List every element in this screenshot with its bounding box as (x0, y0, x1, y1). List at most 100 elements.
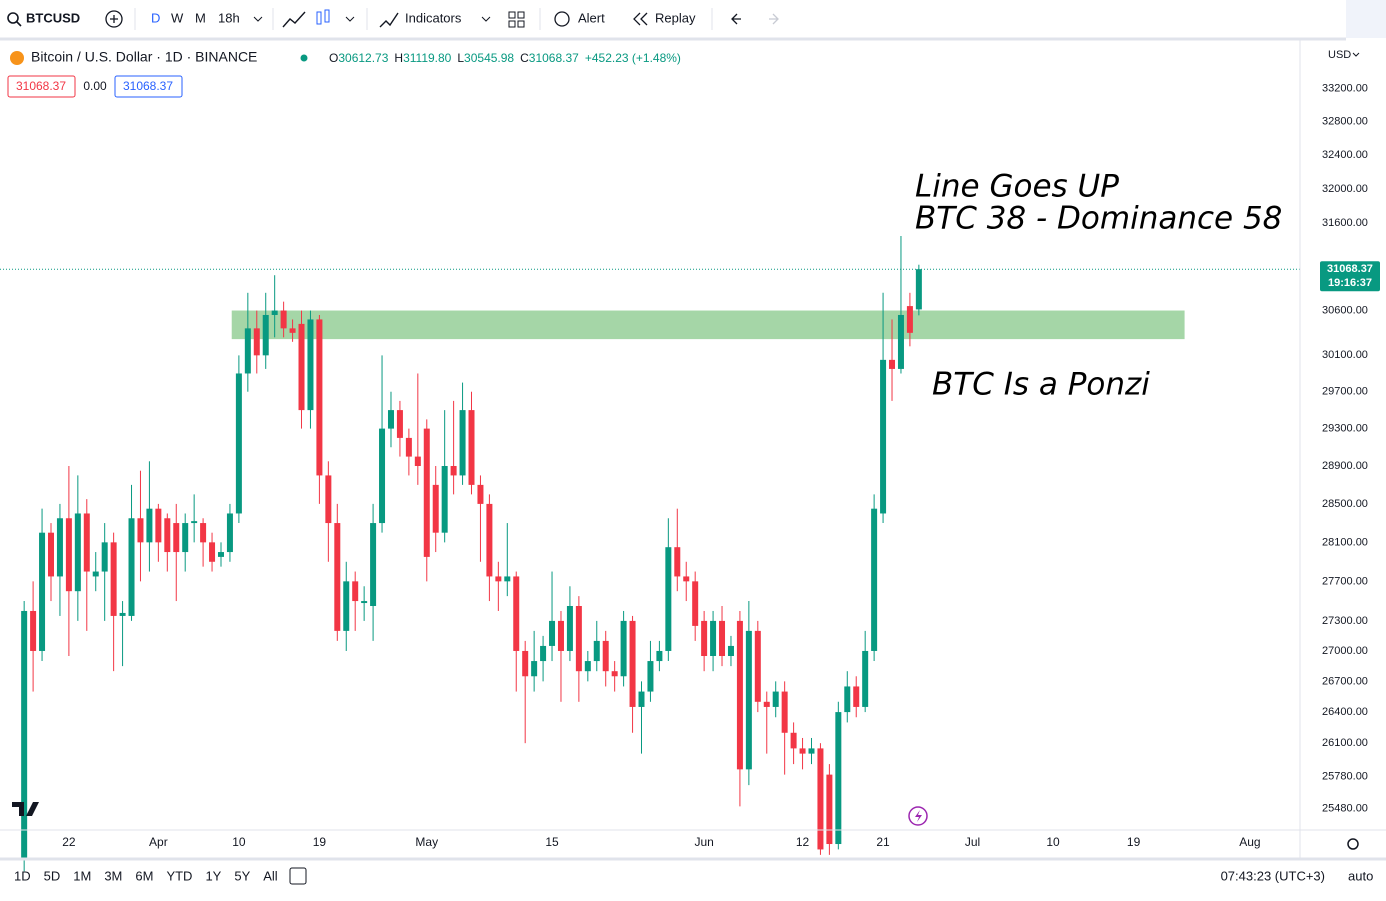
candle-body (513, 576, 520, 651)
candle-body (790, 732, 797, 749)
candle-body (262, 314, 269, 356)
candle-body (495, 576, 502, 582)
candles-icon[interactable] (316, 11, 322, 25)
x-tick-label: Jun (694, 835, 713, 849)
redo-button[interactable] (769, 13, 779, 25)
candle-body (405, 437, 412, 457)
range-button[interactable]: All (263, 868, 278, 883)
alert-button[interactable]: Alert (578, 10, 605, 25)
interval-w[interactable]: W (171, 10, 184, 25)
candle-body (880, 359, 887, 514)
sell-price: 31068.37 (16, 79, 66, 93)
currency-dropdown[interactable] (1352, 52, 1360, 57)
candle-body (906, 306, 913, 333)
tradingview-logo[interactable] (12, 802, 39, 816)
x-tick-label: 21 (876, 835, 890, 849)
candle-body (379, 428, 386, 524)
y-tick-label: 33200.00 (1322, 83, 1368, 95)
interval-m[interactable]: M (195, 10, 206, 25)
x-tick-label: 15 (545, 835, 559, 849)
interval-18h[interactable]: 18h (218, 10, 240, 25)
candle-body (611, 671, 618, 677)
chart-type-dropdown[interactable] (345, 16, 355, 22)
range-button[interactable]: 5Y (234, 868, 250, 883)
currency[interactable]: USD (1328, 49, 1351, 61)
candle-body (620, 620, 627, 677)
search-icon[interactable] (7, 12, 19, 24)
candle-body (665, 547, 672, 651)
candle-body (584, 661, 591, 672)
y-tick-label: 32000.00 (1322, 183, 1368, 195)
candle-body (772, 691, 779, 707)
ohlc-value: 31068.37 (529, 51, 579, 65)
x-tick-label: May (415, 835, 438, 849)
candle-body (226, 513, 233, 553)
indicators-icon (379, 12, 399, 28)
interval-dropdown[interactable] (253, 16, 263, 22)
candle-body (217, 552, 224, 557)
market-status (300, 54, 308, 62)
candle-body (835, 712, 842, 845)
candle-body (468, 410, 475, 485)
candle-body (244, 328, 251, 374)
x-tick-label: 22 (62, 835, 76, 849)
candle-body (638, 691, 645, 707)
candle-body (540, 645, 547, 662)
candle-body (128, 518, 135, 616)
candle-body (549, 620, 556, 646)
annotation: BTC Is a Ponzi (932, 367, 1150, 403)
candle-body (191, 521, 198, 524)
range-button[interactable]: 1Y (205, 868, 221, 883)
candle-body (701, 620, 708, 657)
candle-body (683, 576, 690, 582)
candle-body (235, 373, 242, 514)
candle-body (477, 484, 484, 504)
candle-body (146, 508, 153, 543)
ohlc-key: C (520, 51, 529, 65)
indicators-button[interactable]: Indicators (405, 10, 462, 25)
scale-auto[interactable]: auto (1348, 868, 1373, 883)
candle-body (396, 410, 403, 438)
candle-body (370, 523, 377, 607)
candle-body (897, 314, 904, 369)
undo-button[interactable] (731, 13, 741, 25)
candle-body (719, 620, 726, 657)
interval-d[interactable]: D (151, 10, 160, 25)
range-button[interactable]: 1M (73, 868, 91, 883)
range-button[interactable]: 1D (14, 868, 31, 883)
range-button[interactable]: 3M (104, 868, 122, 883)
candle-body (387, 410, 394, 429)
candle-body (56, 518, 63, 577)
candle-body (450, 465, 457, 476)
candle-body (74, 513, 81, 592)
range-button[interactable]: 6M (135, 868, 153, 883)
range-button[interactable]: 5D (44, 868, 61, 883)
candle-body (754, 630, 761, 702)
chart-type-icon[interactable] (282, 11, 306, 28)
layouts-button[interactable] (508, 11, 525, 28)
replay-button[interactable]: Replay (655, 10, 696, 25)
layout-cell (508, 20, 516, 28)
candle-body (844, 686, 851, 713)
y-tick-label: 31600.00 (1322, 217, 1368, 229)
y-tick-label: 32800.00 (1322, 116, 1368, 128)
bitcoin-icon (10, 51, 24, 65)
last-price-badge (1320, 261, 1380, 292)
ohlc-value: 30612.73 (338, 51, 388, 65)
indicators-dropdown[interactable] (481, 16, 491, 22)
compare-button[interactable] (105, 10, 123, 28)
buy-price: 31068.37 (123, 79, 173, 93)
countdown: 19:16:37 (1328, 277, 1372, 289)
plot-area (0, 236, 1300, 872)
candle-body (781, 691, 788, 733)
sell-box[interactable] (7, 75, 76, 98)
candle-body (531, 661, 538, 677)
range-button[interactable]: YTD (166, 868, 192, 883)
x-tick-label: Apr (149, 835, 168, 849)
settings-button[interactable] (1347, 838, 1359, 850)
buy-box[interactable] (114, 75, 183, 98)
goto-date-button[interactable] (289, 867, 307, 885)
y-tick-label: 26400.00 (1322, 706, 1368, 718)
candle-body (92, 571, 99, 577)
symbol[interactable]: BTCUSD (26, 10, 80, 25)
